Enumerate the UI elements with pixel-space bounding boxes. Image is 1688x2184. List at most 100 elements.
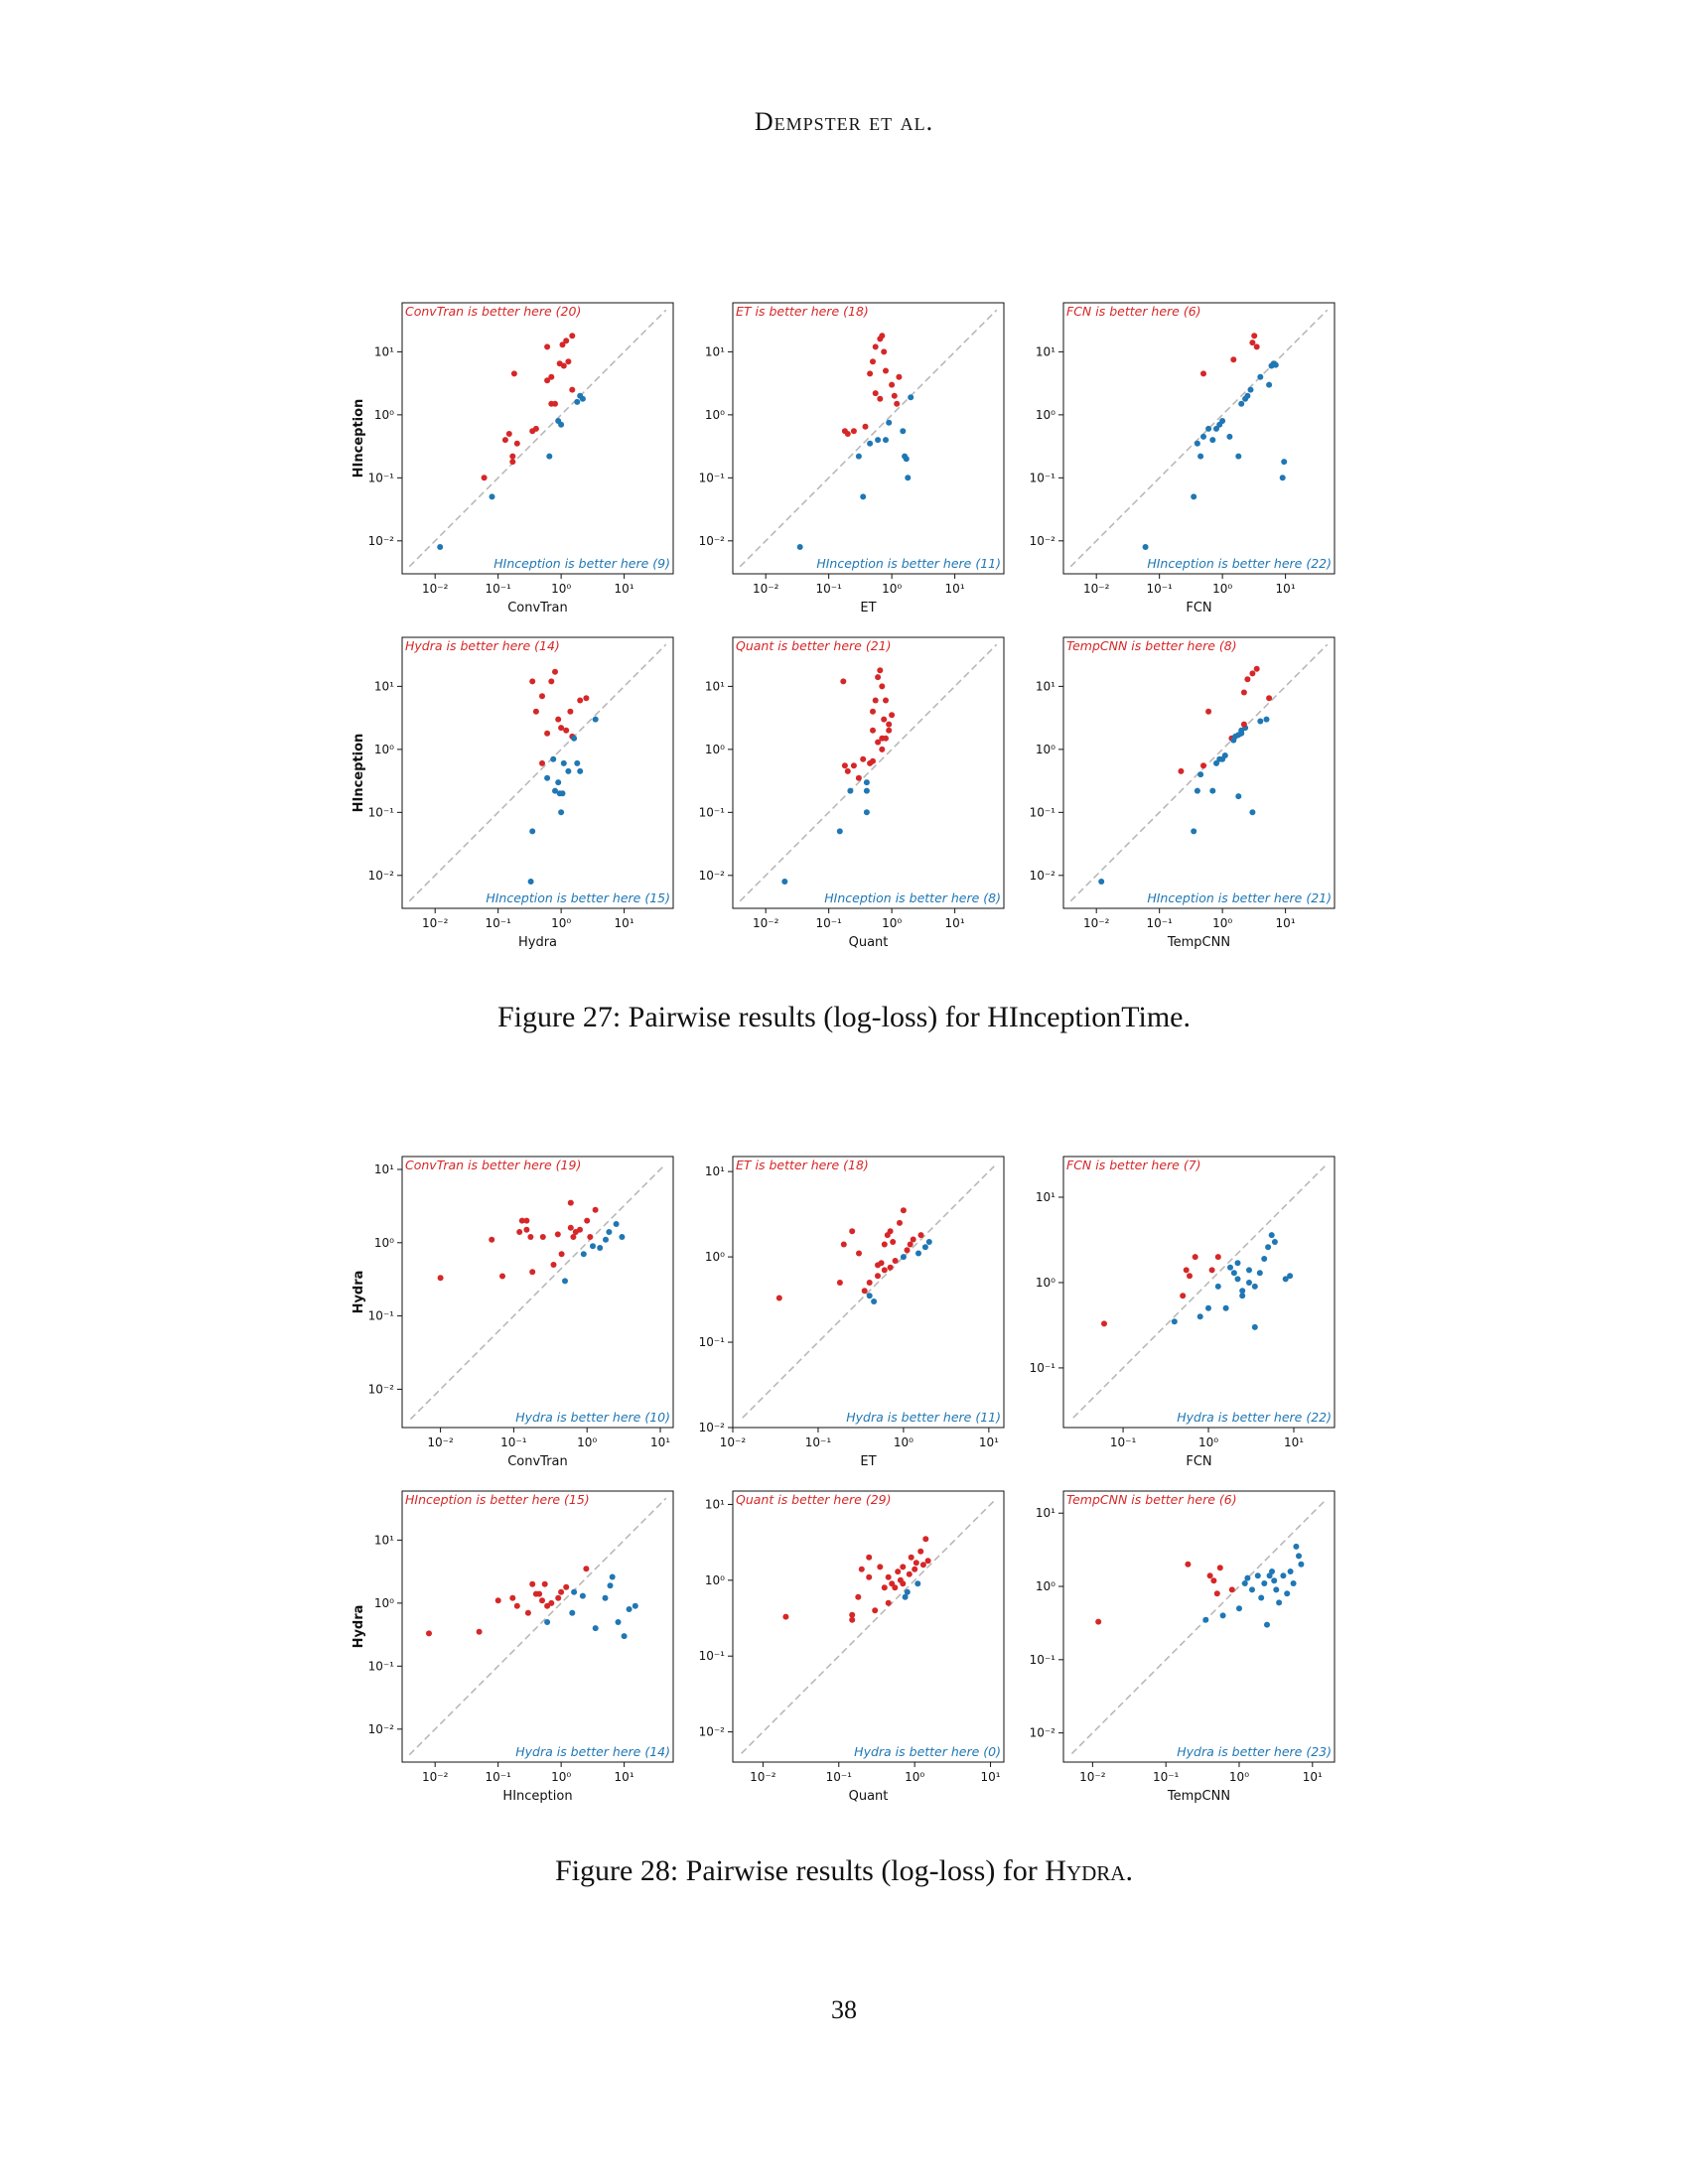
scatter-point: [877, 395, 884, 402]
scatter-point: [577, 767, 584, 774]
scatter-point: [1180, 1293, 1187, 1299]
y-tick-label: 10⁻²: [368, 534, 395, 548]
scatter-point: [529, 1269, 536, 1276]
scatter-point: [1265, 1244, 1272, 1251]
scatter-point: [548, 678, 555, 685]
y-tick-label: 10¹: [374, 1533, 394, 1547]
scatter-point: [1205, 425, 1212, 432]
scatter-point: [1205, 1304, 1211, 1311]
scatter-point: [509, 453, 516, 460]
scatter-point: [577, 1226, 583, 1233]
scatter-point: [1249, 670, 1256, 677]
scatter-point: [855, 774, 862, 781]
scatter-point: [426, 1630, 432, 1637]
scatter-point: [863, 809, 870, 816]
top-annotation: HInception is better here (15): [405, 1492, 590, 1507]
scatter-panel-3: 10⁻² 10⁻² 10⁻¹ 10⁻¹ 10⁰ 10⁰ 10¹ 10¹ FCN is bette…: [1030, 302, 1336, 615]
scatter-point: [1197, 771, 1204, 778]
x-tick-label: 10¹: [945, 916, 965, 930]
bottom-annotation: HInception is better here (15): [486, 890, 670, 905]
scatter-point: [529, 1580, 536, 1587]
scatter-point: [908, 1554, 914, 1561]
plot-frame: [1062, 636, 1336, 909]
scatter-point: [577, 697, 584, 704]
scatter-point: [879, 683, 886, 690]
scatter-point: [881, 1584, 888, 1591]
diagonal-line: [1072, 1165, 1326, 1419]
figure-28-caption-suffix: .: [1125, 1854, 1133, 1887]
scatter-point: [518, 1217, 525, 1224]
scatter-point: [562, 1278, 568, 1285]
y-tick-label: 10⁻²: [699, 869, 726, 883]
scatter-point: [1244, 392, 1251, 399]
scatter-point: [1266, 381, 1273, 388]
x-axis-label: ET: [860, 601, 876, 615]
scatter-point: [836, 1280, 843, 1286]
scatter-point: [1240, 721, 1247, 728]
bottom-annotation: HInception is better here (9): [493, 556, 670, 571]
scatter-point: [1209, 437, 1216, 444]
x-tick-label: 10¹: [650, 1435, 670, 1449]
scatter-point: [1221, 752, 1228, 758]
scatter-point: [900, 428, 907, 435]
x-tick-label: 10⁰: [577, 1435, 597, 1449]
scatter-point: [619, 1234, 626, 1240]
scatter-point: [836, 828, 843, 835]
y-tick-label: 10⁰: [1036, 743, 1055, 756]
bottom-annotation: Hydra is better here (11): [846, 1410, 1001, 1425]
scatter-point: [870, 358, 876, 365]
scatter-point: [609, 1573, 616, 1580]
scatter-point: [560, 759, 567, 766]
scatter-point: [902, 1593, 909, 1600]
scatter-point: [527, 1234, 534, 1240]
y-tick-label: 10⁻²: [368, 1722, 395, 1736]
scatter-point: [781, 879, 788, 885]
scatter-point: [885, 1573, 892, 1580]
y-tick-label: 10⁻²: [699, 534, 726, 548]
y-tick-label: 10⁰: [705, 408, 725, 422]
x-tick-label: 10⁻¹: [500, 1435, 527, 1449]
scatter-point: [1298, 1561, 1305, 1568]
x-tick-label: 10⁻¹: [815, 916, 842, 930]
x-tick-label: 10¹: [979, 1435, 999, 1449]
scatter-point: [1230, 737, 1237, 744]
x-axis-label: FCN: [1186, 1454, 1211, 1469]
y-tick-label: 10⁻¹: [1030, 471, 1056, 484]
scatter-point: [904, 1588, 911, 1595]
scatter-point: [1206, 1572, 1213, 1579]
scatter-point: [875, 1273, 881, 1280]
scatter-point: [879, 333, 886, 340]
bottom-annotation: HInception is better here (22): [1147, 556, 1332, 571]
scatter-point: [862, 423, 869, 430]
diagonal-line: [408, 643, 667, 902]
plot-frame: [732, 1156, 1005, 1429]
scatter-point: [881, 348, 888, 355]
y-tick-label: 10¹: [1036, 679, 1055, 693]
scatter-point: [1171, 1318, 1178, 1325]
y-tick-label: 10⁰: [374, 408, 394, 422]
scatter-point: [1185, 1561, 1192, 1568]
scatter-point: [559, 341, 566, 348]
scatter-point: [881, 1267, 888, 1274]
scatter-point: [1210, 1577, 1217, 1584]
scatter-point: [1187, 1273, 1193, 1280]
scatter-point: [499, 1273, 505, 1280]
scatter-point: [900, 1207, 907, 1214]
y-tick-label: 10⁻²: [1030, 1726, 1056, 1740]
scatter-point: [860, 493, 867, 500]
y-tick-label: 10¹: [1036, 1506, 1055, 1520]
running-head: Dempster et al.: [754, 107, 934, 136]
x-tick-label: 10⁻¹: [1146, 916, 1173, 930]
scatter-point: [583, 1566, 590, 1572]
scatter-point: [889, 712, 896, 719]
scatter-point: [1249, 1586, 1255, 1593]
scatter-point: [889, 381, 896, 388]
x-tick-label: 10⁻¹: [1146, 582, 1173, 596]
scatter-point: [1240, 689, 1247, 696]
y-tick-label: 10¹: [374, 344, 394, 358]
scatter-point: [900, 1564, 907, 1570]
x-tick-label: 10⁻¹: [485, 582, 511, 596]
top-annotation: Quant is better here (21): [736, 638, 891, 653]
scatter-point: [1213, 759, 1219, 766]
scatter-point: [1202, 1616, 1209, 1623]
